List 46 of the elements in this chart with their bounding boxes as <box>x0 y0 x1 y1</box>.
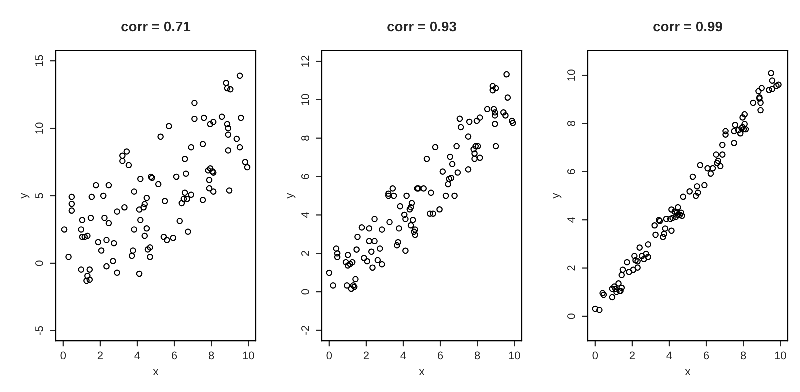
x-tick-label: 2 <box>630 352 635 360</box>
x-axis-title: x <box>153 370 159 376</box>
y-tick-label: 4 <box>568 217 576 223</box>
x-tick-label: 10 <box>509 352 520 360</box>
y-axis-title: y <box>21 193 30 199</box>
y-tick-label: 15 <box>36 55 44 66</box>
y-tick-label: 6 <box>302 174 310 180</box>
x-tick-label: 0 <box>60 352 66 360</box>
y-axis-title: y <box>287 193 296 199</box>
x-tick-label: 8 <box>740 352 746 360</box>
y-tick-label: 0 <box>568 314 576 320</box>
y-tick-label: 5 <box>36 193 44 199</box>
x-tick-label: 2 <box>364 352 369 360</box>
y-tick-label: 10 <box>568 70 576 81</box>
y-tick-label: 6 <box>568 169 576 174</box>
x-tick-label: 10 <box>243 352 254 360</box>
y-tick-label: 8 <box>568 121 576 126</box>
x-tick-label: 2 <box>98 352 103 360</box>
y-tick-label: 2 <box>302 251 310 256</box>
x-tick-label: 0 <box>326 352 332 360</box>
y-tick-label: -2 <box>302 326 310 335</box>
y-tick-label: 2 <box>568 266 576 271</box>
y-tick-label: 0 <box>302 289 310 295</box>
x-axis-title: x <box>685 370 691 376</box>
x-tick-label: 8 <box>474 352 480 360</box>
x-tick-label: 4 <box>400 352 406 360</box>
x-tick-label: 0 <box>592 352 598 360</box>
y-tick-label: 10 <box>36 122 44 134</box>
chart-title: corr = 0.71 <box>122 22 191 32</box>
x-tick-label: 10 <box>775 352 786 360</box>
y-tick-label: 4 <box>302 212 310 218</box>
y-tick-label: -5 <box>36 326 44 336</box>
y-tick-label: 8 <box>302 136 310 141</box>
chart-title: corr = 0.93 <box>388 22 456 32</box>
chart-title: corr = 0.99 <box>654 22 722 32</box>
x-tick-label: 6 <box>172 352 178 360</box>
y-tick-label: 0 <box>36 260 44 266</box>
y-tick-label: 12 <box>302 56 310 67</box>
x-tick-label: 6 <box>438 352 444 360</box>
y-axis-title: y <box>553 193 562 199</box>
x-tick-label: 4 <box>666 352 672 360</box>
x-axis-title: x <box>419 370 425 376</box>
x-tick-label: 6 <box>704 352 710 360</box>
x-tick-label: 4 <box>134 352 140 360</box>
x-tick-label: 8 <box>208 352 214 360</box>
y-tick-label: 10 <box>302 94 310 106</box>
